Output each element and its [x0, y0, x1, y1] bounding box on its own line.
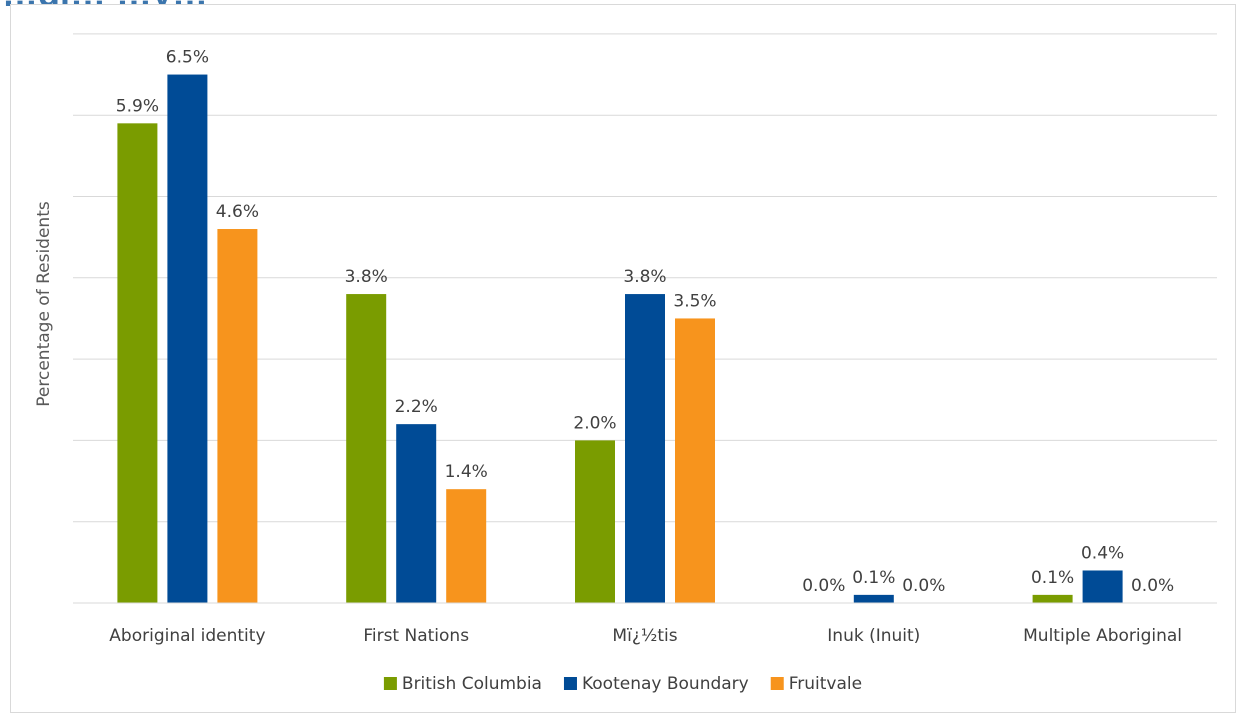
- y-axis-label: Percentage of Residents: [34, 201, 54, 407]
- bar: [117, 123, 158, 603]
- bar: [853, 594, 894, 603]
- bar-chart: 5.9% 6.5% 4.6% 3.8% 2.2% 1.4% 2.0% 3.8% 3.5% 0.0%…: [34, 33, 1217, 694]
- value-label: 0.1%: [1031, 568, 1074, 588]
- bar: [346, 294, 387, 603]
- category-label: First Nations: [363, 626, 469, 646]
- bar: [446, 489, 487, 603]
- legend-label: Kootenay Boundary: [582, 674, 749, 694]
- chart-frame: 5.9% 6.5% 4.6% 3.8% 2.2% 1.4% 2.0% 3.8% 3.5% 0.0%…: [10, 4, 1236, 713]
- bar: [396, 424, 437, 603]
- value-label: 0.4%: [1081, 543, 1124, 563]
- value-label: 5.9%: [116, 96, 159, 116]
- value-label: 1.4%: [445, 462, 488, 482]
- bar: [675, 318, 715, 603]
- bar: [575, 440, 615, 603]
- legend: British Columbia Kootenay Boundary Fruitva…: [383, 674, 862, 694]
- value-label: 6.5%: [166, 48, 209, 68]
- value-label: 0.0%: [902, 576, 945, 596]
- value-label: 0.0%: [802, 576, 845, 596]
- legend-swatch: [770, 677, 784, 690]
- value-label: 2.2%: [395, 397, 438, 417]
- bar: [625, 294, 665, 603]
- value-label: 3.8%: [623, 267, 666, 287]
- bars: [117, 74, 1123, 604]
- bar: [217, 229, 258, 603]
- bar: [1032, 594, 1073, 603]
- category-label: Multiple Aboriginal: [1023, 626, 1182, 646]
- category-label: Aboriginal identity: [109, 626, 265, 646]
- legend-swatch: [563, 677, 577, 690]
- value-label: 3.5%: [673, 291, 716, 311]
- category-label: Mï¿½tis: [612, 626, 677, 646]
- legend-label: British Columbia: [402, 674, 542, 694]
- legend-label: Fruitvale: [789, 674, 862, 694]
- value-label: 3.8%: [345, 267, 388, 287]
- value-labels: 5.9% 6.5% 4.6% 3.8% 2.2% 1.4% 2.0% 3.8% 3.5% 0.0%…: [116, 48, 1174, 596]
- value-label: 2.0%: [573, 413, 616, 433]
- legend-swatch: [383, 677, 397, 690]
- category-labels: Aboriginal identity First Nations Mï¿½tis I…: [109, 626, 1182, 646]
- value-label: 0.0%: [1131, 576, 1174, 596]
- bar: [1082, 570, 1123, 603]
- category-label: Inuk (Inuit): [827, 626, 920, 646]
- bar: [167, 74, 208, 604]
- value-label: 0.1%: [852, 568, 895, 588]
- value-label: 4.6%: [216, 202, 259, 222]
